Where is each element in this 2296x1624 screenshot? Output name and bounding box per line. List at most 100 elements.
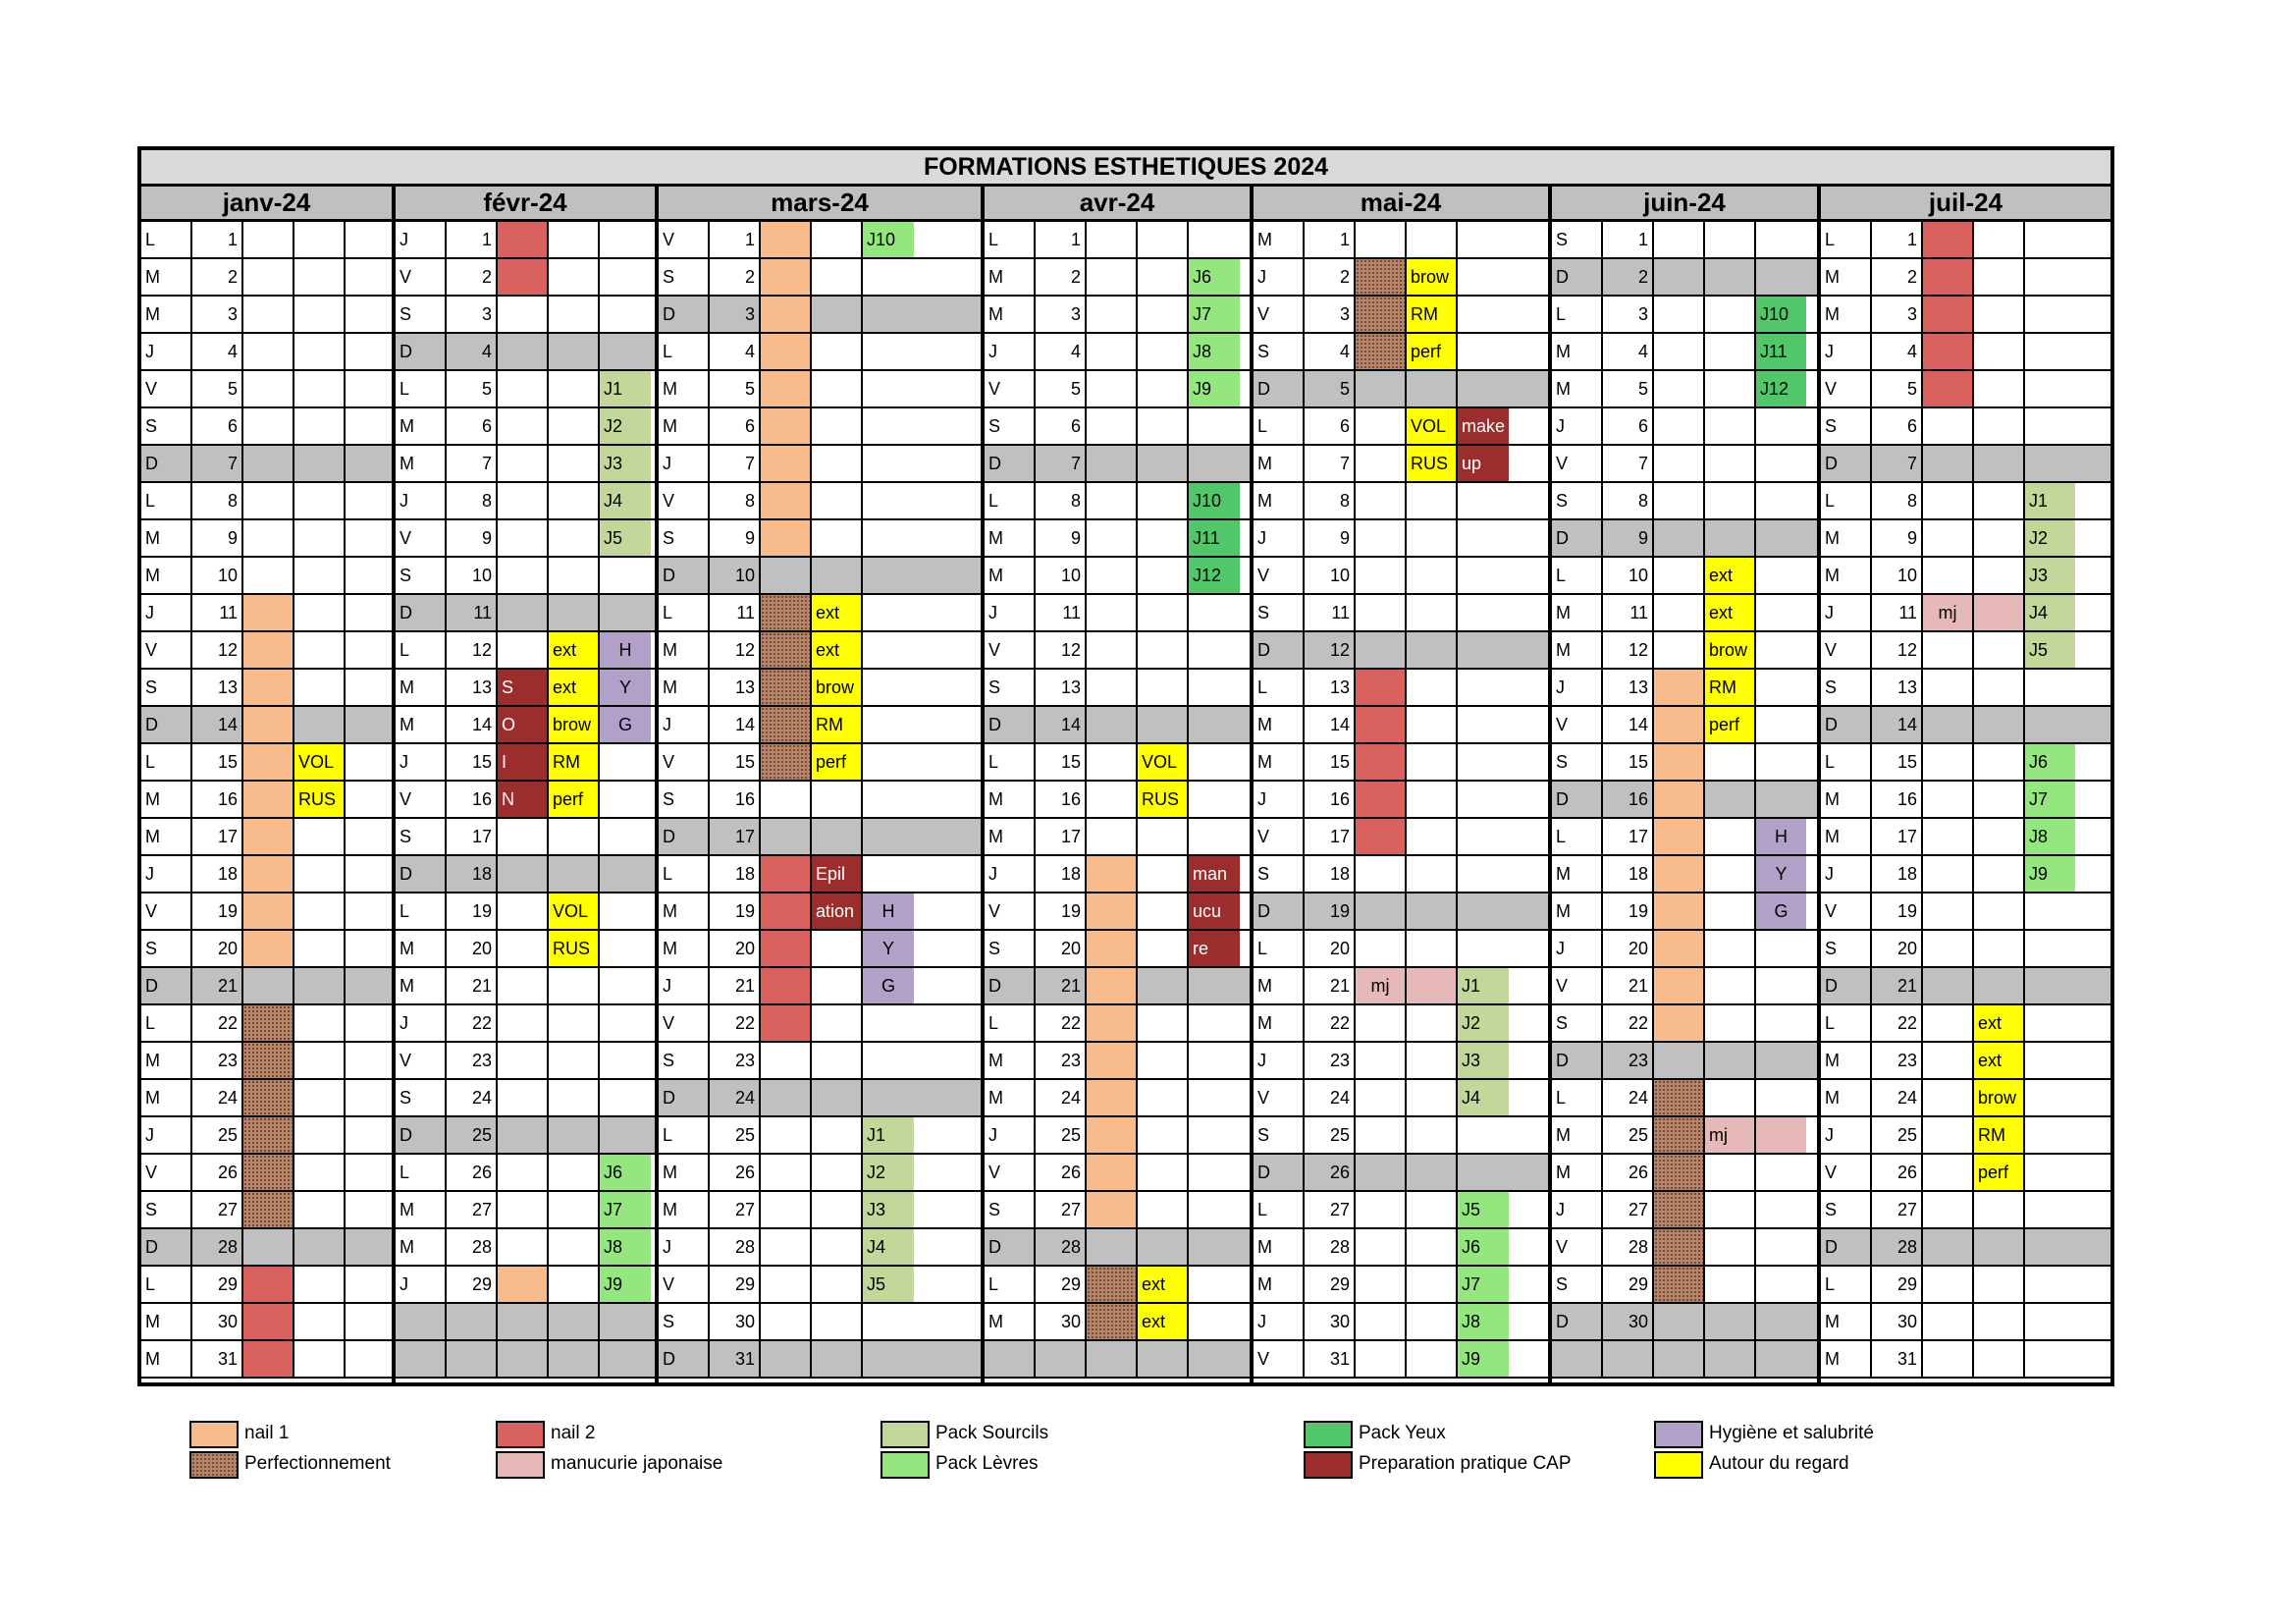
- session-cell: [1189, 1005, 1240, 1041]
- weekday-letter: J: [659, 707, 710, 742]
- weekday-letter: M: [659, 893, 710, 929]
- day-row: M 18 Y: [1552, 856, 1817, 893]
- day-number: 27: [447, 1192, 498, 1227]
- session-cell: [1407, 558, 1458, 593]
- day-row: L 19 VOL: [396, 893, 655, 931]
- day-row: J 18 man: [985, 856, 1250, 893]
- weekday-letter: M: [396, 670, 447, 705]
- weekday-letter: S: [396, 819, 447, 854]
- session-cell: J12: [1756, 371, 1806, 406]
- day-number: 7: [1305, 446, 1356, 481]
- weekday-letter: S: [1254, 856, 1305, 892]
- session-cell: [1705, 259, 1756, 295]
- session-cell: J1: [863, 1117, 914, 1153]
- weekday-letter: V: [141, 1155, 192, 1190]
- session-cell: [549, 446, 600, 481]
- session-cell: [1756, 259, 1806, 295]
- day-row: L 15 VOL: [985, 744, 1250, 782]
- session-cell: [600, 968, 651, 1003]
- day-row: V 29 J5: [659, 1267, 981, 1304]
- session-cell: [1923, 1005, 1974, 1041]
- session-cell: [1356, 1192, 1407, 1227]
- session-cell: brow: [549, 707, 600, 742]
- day-row: L 27 J5: [1254, 1192, 1548, 1229]
- day-number: 14: [1305, 707, 1356, 742]
- day-number: 12: [710, 632, 761, 668]
- legend-label: nail 2: [551, 1423, 596, 1443]
- session-cell: [1138, 1080, 1189, 1115]
- day-row: M 26: [1552, 1155, 1817, 1192]
- session-cell: [243, 371, 294, 406]
- day-number: 4: [1036, 334, 1087, 369]
- day-row: [1552, 1341, 1817, 1379]
- session-cell: [600, 893, 651, 929]
- session-cell: [1458, 707, 1509, 742]
- day-row: D 18: [396, 856, 655, 893]
- session-cell: J2: [2025, 520, 2075, 556]
- session-cell: [1974, 595, 2025, 630]
- day-row: V 12: [141, 632, 392, 670]
- session-cell: J2: [600, 408, 651, 444]
- weekday-letter: S: [141, 931, 192, 966]
- session-cell: [243, 782, 294, 817]
- day-row: J 23 J3: [1254, 1043, 1548, 1080]
- session-cell: [1356, 408, 1407, 444]
- session-cell: [1654, 707, 1705, 742]
- day-number: 23: [1036, 1043, 1087, 1078]
- day-row: S 29: [1552, 1267, 1817, 1304]
- session-cell: [1407, 670, 1458, 705]
- session-cell: [1705, 483, 1756, 518]
- day-number: 5: [1872, 371, 1923, 406]
- weekday-letter: M: [141, 819, 192, 854]
- day-number: 7: [1036, 446, 1087, 481]
- day-number: 19: [1305, 893, 1356, 929]
- day-number: 8: [192, 483, 243, 518]
- session-cell: [863, 819, 914, 854]
- session-cell: [1705, 1192, 1756, 1227]
- weekday-letter: M: [1552, 632, 1603, 668]
- day-number: 1: [192, 222, 243, 257]
- session-cell: [294, 1080, 346, 1115]
- weekday-letter: L: [141, 222, 192, 257]
- session-cell: [600, 1341, 651, 1377]
- day-number: 1: [1305, 222, 1356, 257]
- weekday-letter: M: [1254, 222, 1305, 257]
- session-cell: [549, 520, 600, 556]
- session-cell: [761, 595, 812, 630]
- session-cell: [1087, 707, 1138, 742]
- weekday-letter: M: [1821, 819, 1872, 854]
- day-row: S 13: [1821, 670, 2110, 707]
- session-cell: [2025, 1229, 2075, 1265]
- legend-label: nail 1: [244, 1423, 290, 1443]
- day-number: 16: [192, 782, 243, 817]
- session-cell: [1189, 744, 1240, 780]
- session-cell: [1705, 334, 1756, 369]
- day-row: M 27 J7: [396, 1192, 655, 1229]
- session-cell: [1705, 1267, 1756, 1302]
- session-cell: [243, 632, 294, 668]
- session-cell: [1923, 670, 1974, 705]
- day-row: V 5 J9: [985, 371, 1250, 408]
- day-row: M 14: [1254, 707, 1548, 744]
- day-number: 20: [1036, 931, 1087, 966]
- day-number: 3: [710, 297, 761, 332]
- legend-swatch: [1654, 1451, 1703, 1479]
- session-cell: [1654, 893, 1705, 929]
- session-cell: J12: [1189, 558, 1240, 593]
- session-cell: [1923, 371, 1974, 406]
- session-cell: [1705, 1155, 1756, 1190]
- session-cell: [1407, 1192, 1458, 1227]
- session-cell: [1087, 371, 1138, 406]
- day-number: 6: [1036, 408, 1087, 444]
- session-cell: [1138, 558, 1189, 593]
- day-number: 7: [1872, 446, 1923, 481]
- day-number: 20: [1872, 931, 1923, 966]
- session-cell: [1189, 1155, 1240, 1190]
- session-cell: [1189, 670, 1240, 705]
- day-row: V 9 J5: [396, 520, 655, 558]
- session-cell: [863, 1341, 914, 1377]
- weekday-letter: L: [1552, 297, 1603, 332]
- day-number: 24: [447, 1080, 498, 1115]
- day-number: 25: [710, 1117, 761, 1153]
